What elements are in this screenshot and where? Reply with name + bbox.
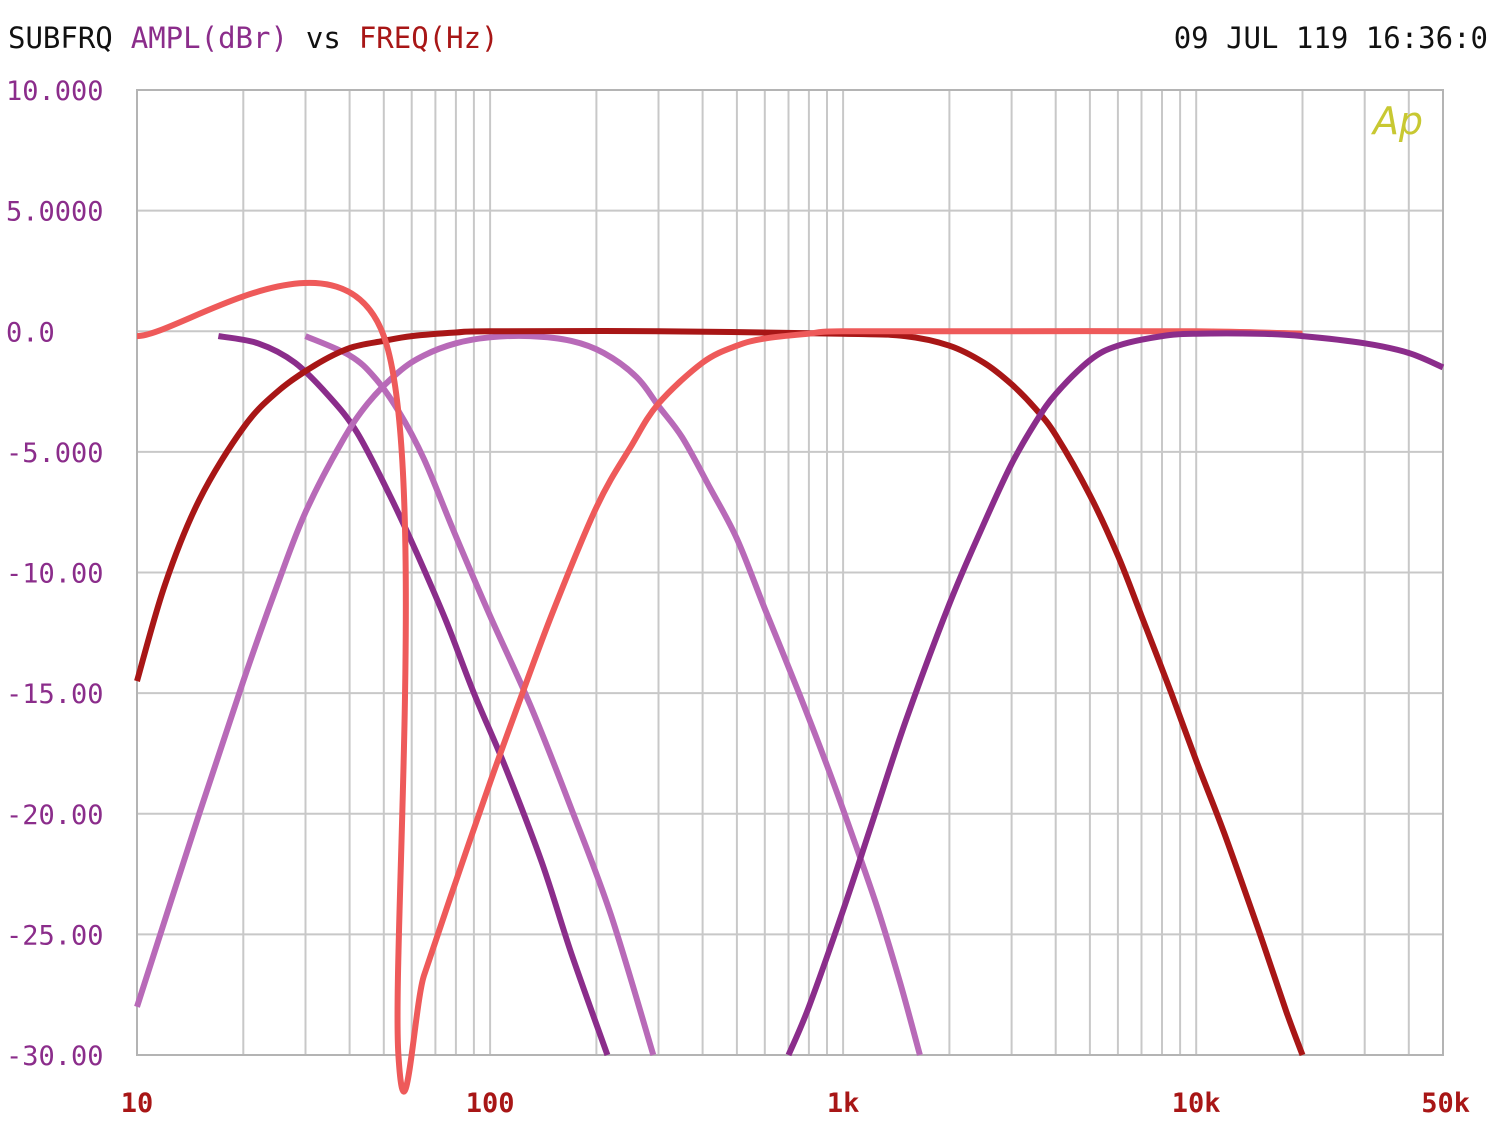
y-tick-label: -10.00 (6, 559, 104, 590)
y-tick-label: 10.000 (6, 76, 104, 107)
series-line-3 (134, 332, 923, 1056)
series-line-5 (136, 279, 1303, 1095)
x-tick-label: 1k (827, 1088, 860, 1119)
y-tick-label: -30.00 (6, 1041, 104, 1072)
header-vs-label: vs (306, 21, 341, 55)
header-sub-label: SUBFRQ (8, 21, 113, 55)
series-line-4 (134, 327, 1306, 1057)
header-timestamp: 09 JUL 119 16:36:0 (1174, 21, 1488, 55)
y-tick-label: -5.000 (6, 438, 104, 469)
y-tick-label: -20.00 (6, 800, 104, 831)
ap-logo: Ap (1370, 99, 1423, 143)
x-axis-tick-labels: 10 100 1k 10k 50k (121, 1088, 1470, 1119)
x-tick-label: 50k (1421, 1088, 1470, 1119)
y-tick-label: -15.00 (6, 679, 104, 710)
header-ampl-label: AMPL(dBr) (131, 21, 288, 55)
x-tick-label: 10 (121, 1088, 154, 1119)
series-line-1 (217, 333, 611, 1057)
x-tick-label: 100 (466, 1088, 515, 1119)
y-axis-tick-labels: 10.000 5.0000 0.0 -5.000 -10.00 -15.00 -20.00 -… (6, 76, 104, 1072)
x-tick-label: 10k (1172, 1088, 1221, 1119)
series-line-2 (304, 333, 657, 1056)
y-tick-label: 5.0000 (6, 197, 104, 228)
data-series (134, 279, 1445, 1095)
chart-header: SUBFRQ AMPL(dBr) vs FREQ(Hz) (8, 21, 499, 55)
series-line-6 (785, 330, 1445, 1057)
header-freq-label: FREQ(Hz) (359, 21, 499, 55)
y-tick-label: -25.00 (6, 920, 104, 951)
y-tick-label: 0.0 (6, 317, 55, 348)
plot-grid (136, 89, 1444, 1056)
